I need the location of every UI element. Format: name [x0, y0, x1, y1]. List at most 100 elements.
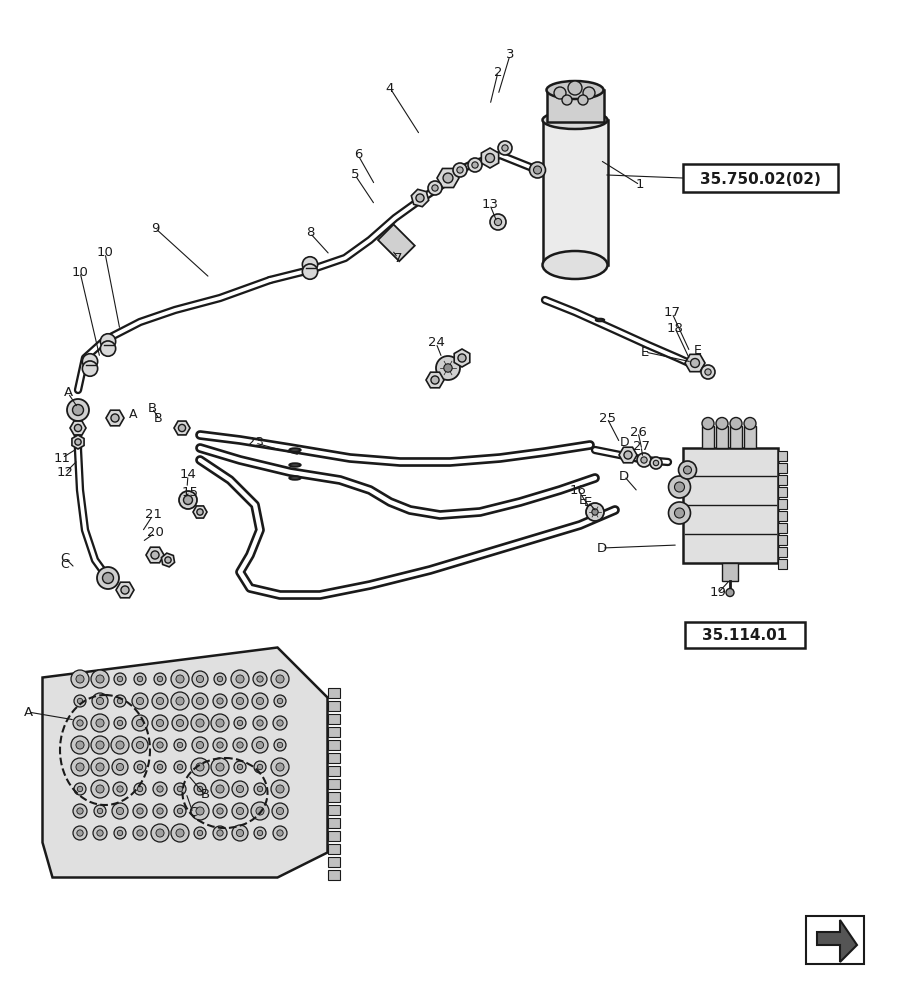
Circle shape — [134, 761, 146, 773]
Bar — [328, 714, 339, 724]
Circle shape — [237, 742, 243, 748]
Circle shape — [254, 783, 266, 795]
Circle shape — [674, 508, 685, 518]
Bar — [778, 558, 787, 568]
Circle shape — [216, 785, 224, 793]
Circle shape — [174, 805, 186, 817]
Circle shape — [252, 737, 268, 753]
Text: 27: 27 — [633, 440, 650, 452]
Circle shape — [669, 502, 690, 524]
Circle shape — [174, 783, 186, 795]
Bar — [328, 726, 339, 736]
Circle shape — [653, 460, 659, 466]
Circle shape — [256, 676, 263, 682]
Circle shape — [211, 758, 229, 776]
Bar — [328, 740, 339, 750]
Circle shape — [75, 424, 82, 432]
Circle shape — [112, 803, 128, 819]
Polygon shape — [72, 435, 84, 449]
Text: 17: 17 — [663, 306, 680, 320]
Bar — [778, 462, 787, 473]
Circle shape — [157, 786, 163, 792]
Bar — [328, 778, 339, 788]
Bar — [328, 818, 339, 828]
Circle shape — [134, 673, 146, 685]
Bar — [806, 916, 864, 964]
Bar — [778, 522, 787, 532]
Circle shape — [76, 675, 84, 683]
Circle shape — [213, 694, 227, 708]
Circle shape — [436, 356, 460, 380]
Circle shape — [196, 763, 204, 771]
Text: 21: 21 — [145, 508, 161, 522]
Text: E: E — [694, 344, 702, 357]
Bar — [328, 766, 339, 776]
Circle shape — [277, 698, 283, 704]
Circle shape — [177, 742, 183, 748]
Circle shape — [502, 145, 508, 151]
Circle shape — [276, 807, 284, 815]
Circle shape — [679, 461, 697, 479]
Circle shape — [254, 827, 266, 839]
Circle shape — [217, 830, 223, 836]
Bar — [778, 450, 787, 460]
Circle shape — [74, 783, 86, 795]
Circle shape — [158, 676, 163, 682]
Circle shape — [232, 693, 248, 709]
Circle shape — [111, 736, 129, 754]
Text: 14: 14 — [180, 468, 196, 482]
Circle shape — [234, 717, 246, 729]
Circle shape — [216, 719, 224, 727]
Text: 4: 4 — [386, 82, 394, 95]
Text: 23: 23 — [247, 436, 264, 450]
Bar — [722, 562, 738, 580]
Circle shape — [197, 830, 202, 836]
Circle shape — [216, 763, 224, 771]
Ellipse shape — [290, 476, 301, 480]
Text: B: B — [148, 401, 157, 414]
Circle shape — [157, 742, 163, 748]
Circle shape — [157, 808, 163, 814]
Circle shape — [252, 693, 268, 709]
Circle shape — [276, 785, 284, 793]
Circle shape — [494, 218, 501, 226]
Circle shape — [232, 781, 248, 797]
Circle shape — [75, 439, 81, 445]
Circle shape — [74, 695, 86, 707]
Text: B: B — [154, 412, 162, 424]
Bar — [328, 688, 339, 698]
Circle shape — [165, 557, 171, 563]
Ellipse shape — [543, 251, 608, 279]
Polygon shape — [42, 648, 328, 878]
Circle shape — [196, 807, 204, 815]
Circle shape — [77, 698, 83, 704]
Circle shape — [177, 808, 183, 814]
Polygon shape — [116, 582, 134, 598]
Circle shape — [276, 763, 284, 771]
Circle shape — [256, 741, 264, 749]
Circle shape — [114, 827, 126, 839]
Circle shape — [214, 673, 226, 685]
Circle shape — [179, 491, 197, 509]
Circle shape — [232, 803, 248, 819]
Circle shape — [236, 675, 244, 683]
Circle shape — [238, 720, 243, 726]
Circle shape — [138, 764, 143, 770]
Circle shape — [97, 830, 104, 836]
Bar — [328, 856, 339, 866]
Circle shape — [562, 95, 572, 105]
Text: E: E — [579, 493, 587, 506]
Text: 5: 5 — [351, 168, 359, 182]
Circle shape — [153, 804, 167, 818]
Polygon shape — [106, 410, 124, 426]
Text: 7: 7 — [394, 251, 402, 264]
Circle shape — [217, 742, 223, 748]
Circle shape — [197, 786, 202, 792]
Circle shape — [176, 675, 184, 683]
Circle shape — [213, 738, 227, 752]
Text: 35.114.01: 35.114.01 — [702, 629, 788, 644]
Circle shape — [177, 764, 183, 770]
Circle shape — [138, 786, 143, 792]
Text: E: E — [584, 495, 592, 508]
Circle shape — [112, 759, 128, 775]
